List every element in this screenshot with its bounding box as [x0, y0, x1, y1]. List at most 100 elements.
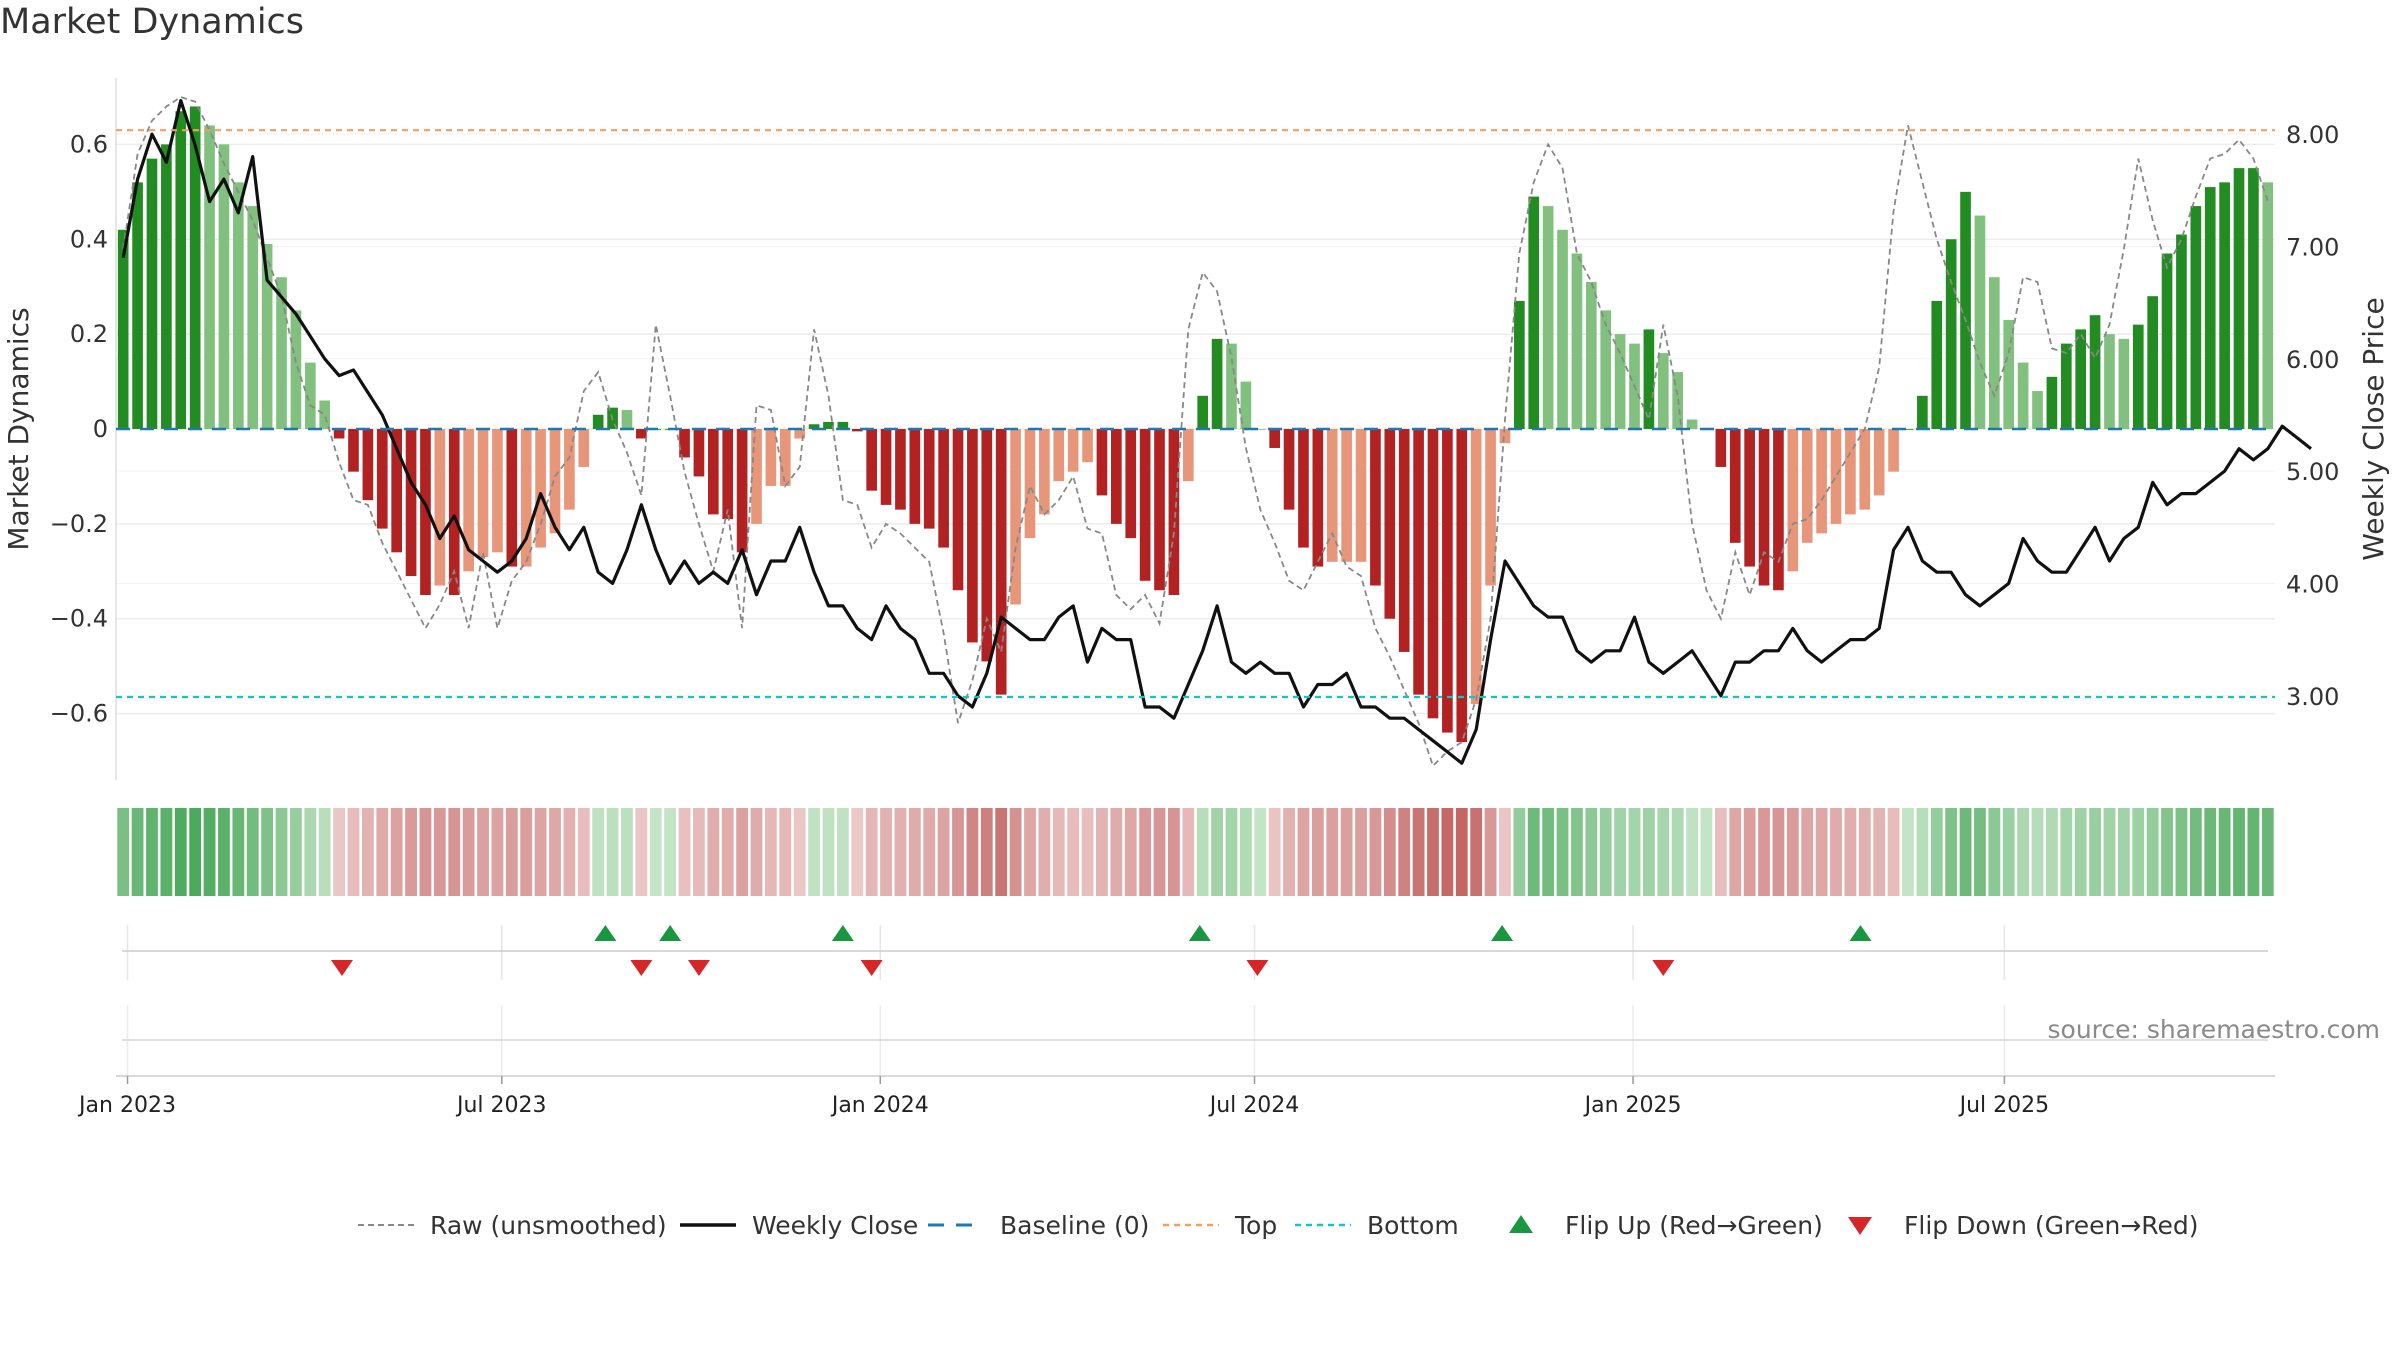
momentum-bar: [2104, 334, 2115, 429]
momentum-bar: [779, 429, 791, 486]
heat-cell: [908, 808, 921, 896]
heat-cell: [1887, 808, 1900, 896]
heat-cell: [1283, 808, 1295, 896]
heat-cell: [1427, 808, 1439, 896]
momentum-bar: [1830, 429, 1842, 524]
momentum-bar: [333, 429, 345, 439]
momentum-bar: [621, 410, 633, 429]
heat-cell: [131, 808, 144, 896]
legend-label: Baseline (0): [1000, 1211, 1149, 1240]
momentum-bar: [2248, 168, 2259, 429]
x-tick-label: Jul 2024: [1208, 1093, 1300, 1118]
x-tick-label: Jul 2025: [1958, 1093, 2050, 1118]
momentum-bar: [2032, 391, 2043, 429]
y2-tick-label: 8.00: [2286, 121, 2339, 149]
flip-up-marker: [1188, 925, 1211, 941]
heat-cell: [736, 808, 749, 896]
momentum-bar: [1384, 429, 1396, 619]
heat-cell: [1067, 808, 1080, 896]
heat-cell: [1686, 808, 1698, 896]
momentum-bar: [1154, 429, 1165, 591]
heat-cell: [808, 808, 820, 896]
heat-cell: [333, 808, 345, 896]
heat-cell: [836, 808, 849, 896]
heat-cell: [1571, 808, 1583, 896]
y2-tick-label: 7.00: [2286, 233, 2339, 261]
y-tick-label: −0.4: [50, 605, 108, 633]
momentum-bar: [2132, 324, 2144, 429]
momentum-bar: [247, 206, 259, 429]
legend-item-flipdown: Flip Down (Green→Red): [1848, 1211, 2199, 1240]
heat-cell: [1153, 808, 1166, 896]
legend-item-bottom: Bottom: [1295, 1211, 1459, 1240]
x-tick-label: Jan 2025: [1583, 1093, 1682, 1118]
heat-cell: [433, 808, 446, 896]
y2-tick-label: 5.00: [2286, 458, 2339, 486]
heat-cell: [419, 808, 432, 896]
heat-cell: [1844, 808, 1857, 896]
momentum-bar: [851, 429, 863, 432]
heat-cell: [1009, 808, 1022, 896]
grid-layer: [116, 133, 2275, 715]
heat-cell: [2204, 808, 2217, 896]
momentum-bar: [2190, 206, 2202, 429]
momentum-bar: [1197, 395, 1209, 429]
heat-cell: [2247, 808, 2260, 896]
heat-cell: [1470, 808, 1483, 896]
heat-cell: [1455, 808, 1468, 896]
heat-cell: [1311, 808, 1324, 896]
legend-label: Weekly Close: [752, 1211, 918, 1240]
legend-label: Top: [1234, 1211, 1277, 1240]
heat-cell: [491, 808, 504, 896]
momentum-bar: [1859, 429, 1871, 510]
momentum-bar: [578, 429, 590, 467]
momentum-bar: [823, 421, 834, 429]
heat-cell: [2031, 808, 2044, 896]
heat-cell: [232, 808, 245, 896]
raw-series-line: [122, 96, 2269, 768]
heat-cell: [2189, 808, 2202, 896]
momentum-heat-strip: [117, 808, 2274, 896]
momentum-bar: [1168, 429, 1180, 596]
momentum-bar: [319, 400, 331, 429]
momentum-bar: [1917, 395, 1928, 429]
momentum-bar: [1571, 253, 1583, 429]
heat-cell: [2060, 808, 2073, 896]
momentum-bar: [1542, 206, 1554, 429]
heat-cell: [1038, 808, 1051, 896]
heat-cell: [1412, 808, 1425, 896]
flip-up-marker: [1849, 925, 1872, 941]
heat-cell: [2046, 808, 2058, 896]
momentum-bar: [1326, 429, 1338, 562]
momentum-bar: [2161, 253, 2173, 429]
momentum-bar: [1053, 429, 1065, 482]
heat-cell: [865, 808, 878, 896]
heat-cell: [1096, 808, 1108, 896]
momentum-bar: [1801, 429, 1813, 543]
heat-cell: [563, 808, 576, 896]
heat-cell: [520, 808, 533, 896]
y2-tick-label: 4.00: [2286, 570, 2339, 598]
momentum-bar: [765, 429, 777, 486]
momentum-bar: [866, 429, 877, 491]
momentum-bar: [1024, 429, 1036, 539]
momentum-bar: [405, 429, 417, 577]
momentum-bar: [1557, 229, 1568, 429]
momentum-bar: [736, 429, 748, 553]
heat-cell: [1268, 808, 1281, 896]
heat-cell: [174, 808, 187, 896]
momentum-bar: [1096, 429, 1108, 496]
y2-tick-label: 3.00: [2286, 683, 2339, 711]
momentum-bar: [636, 429, 647, 439]
legend-label: Bottom: [1367, 1211, 1459, 1240]
heat-cell: [1326, 808, 1339, 896]
heat-cell: [1441, 808, 1454, 896]
momentum-bar: [189, 106, 201, 429]
heat-cell: [1642, 808, 1655, 896]
heat-cell: [822, 808, 835, 896]
heat-cell: [1542, 808, 1555, 896]
y-tick-label: 0: [93, 415, 108, 443]
momentum-bar: [420, 429, 431, 596]
flip-markers-panel: [122, 925, 2268, 980]
heat-cell: [606, 808, 619, 896]
